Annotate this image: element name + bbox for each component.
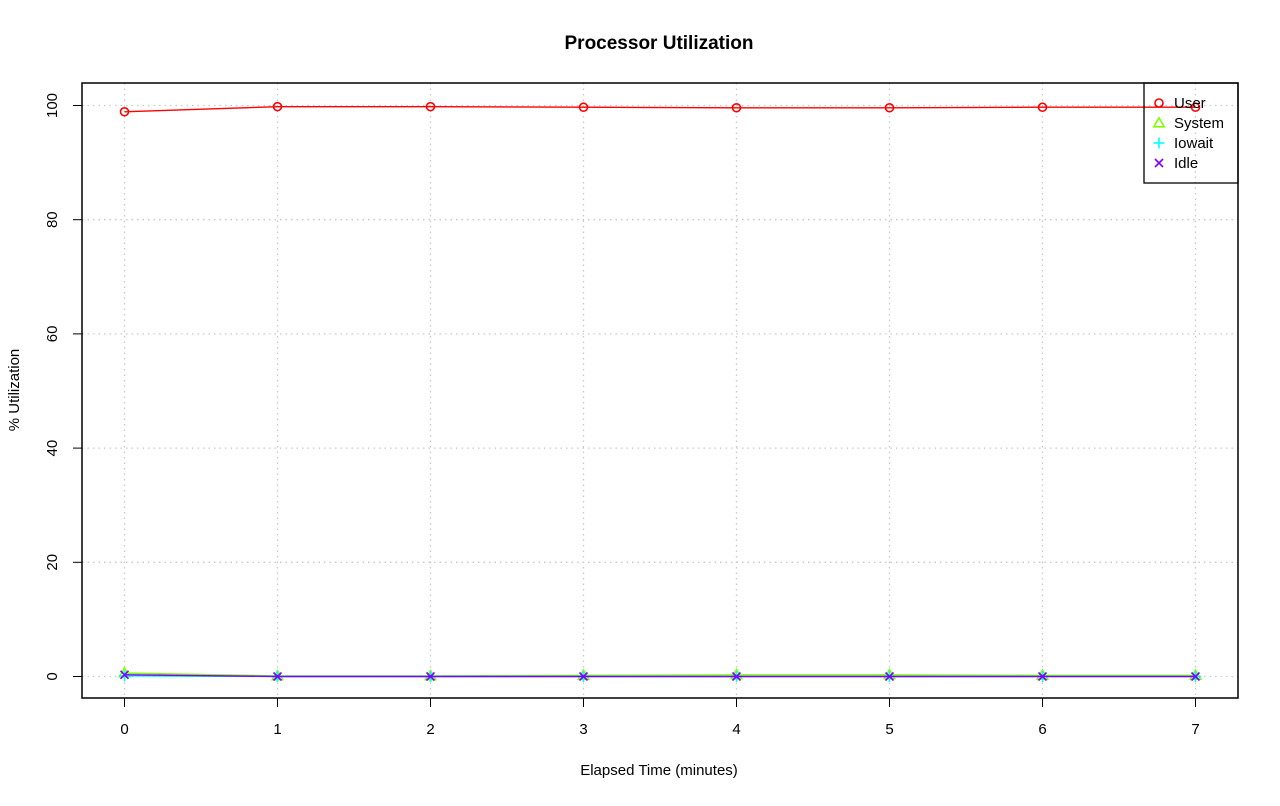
series-layer — [117, 101, 1203, 682]
series-user-point — [884, 102, 895, 113]
series-idle — [119, 670, 1201, 682]
series-system-line — [124, 672, 1196, 677]
y-tick-label: 100 — [44, 93, 61, 118]
plot-frame — [81, 82, 1239, 699]
series-user-point — [119, 106, 130, 117]
series-idle-point — [425, 671, 436, 682]
series-user-line — [124, 105, 1196, 113]
series-user-point — [425, 101, 436, 112]
legend: User System Iowait Idle — [1143, 82, 1239, 184]
y-axis-label: % Utilization — [6, 349, 23, 432]
series-idle-point — [578, 671, 589, 682]
legend-item-user: User — [1154, 95, 1206, 112]
legend-item-iowait: Iowait — [1153, 135, 1214, 152]
series-user-point — [731, 102, 742, 113]
y-tick-label: 0 — [44, 672, 61, 680]
legend-item-iowait-marker — [1153, 137, 1165, 149]
series-iowait-point — [119, 670, 130, 682]
y-tick-label: 80 — [44, 211, 61, 228]
x-tick-label: 5 — [885, 721, 893, 738]
chart-title: Processor Utilization — [565, 33, 754, 54]
series-idle-point — [1037, 671, 1048, 682]
legend-item-idle-label: Idle — [1174, 155, 1198, 172]
y-tick-label: 60 — [44, 326, 61, 343]
legend-item-idle: Idle — [1154, 155, 1198, 172]
legend-item-system-label: System — [1174, 115, 1224, 132]
series-idle-line — [124, 674, 1196, 678]
series-idle-point — [731, 671, 742, 682]
series-user-point — [1037, 102, 1048, 113]
series-idle-point — [272, 671, 283, 682]
x-axis: 0 1 2 3 4 5 6 7 — [120, 697, 1200, 738]
series-user-point — [578, 102, 589, 113]
legend-item-user-marker — [1154, 98, 1164, 108]
x-tick-label: 4 — [732, 721, 740, 738]
x-tick-label: 0 — [120, 721, 128, 738]
x-tick-label: 7 — [1191, 721, 1199, 738]
x-tick-label: 2 — [426, 721, 434, 738]
series-idle-point — [1190, 671, 1201, 682]
series-user-point — [272, 101, 283, 112]
grid — [82, 83, 1238, 698]
x-tick-label: 6 — [1038, 721, 1046, 738]
series-idle-point — [119, 670, 130, 680]
y-axis: 0 20 40 60 80 100 — [44, 93, 83, 681]
series-user — [119, 101, 1201, 117]
series-system — [117, 666, 1203, 681]
y-tick-label: 20 — [44, 554, 61, 571]
legend-item-iowait-label: Iowait — [1174, 135, 1214, 152]
y-tick-label: 40 — [44, 440, 61, 457]
legend-item-user-label: User — [1174, 95, 1206, 112]
legend-item-system-marker — [1152, 116, 1166, 128]
x-tick-label: 1 — [273, 721, 281, 738]
legend-box — [1143, 82, 1239, 184]
legend-item-system: System — [1152, 115, 1224, 132]
legend-item-idle-marker — [1154, 158, 1164, 168]
x-tick-label: 3 — [579, 721, 587, 738]
series-idle-point — [884, 671, 895, 682]
series-user-point — [1190, 102, 1201, 113]
x-axis-label: Elapsed Time (minutes) — [580, 762, 738, 779]
